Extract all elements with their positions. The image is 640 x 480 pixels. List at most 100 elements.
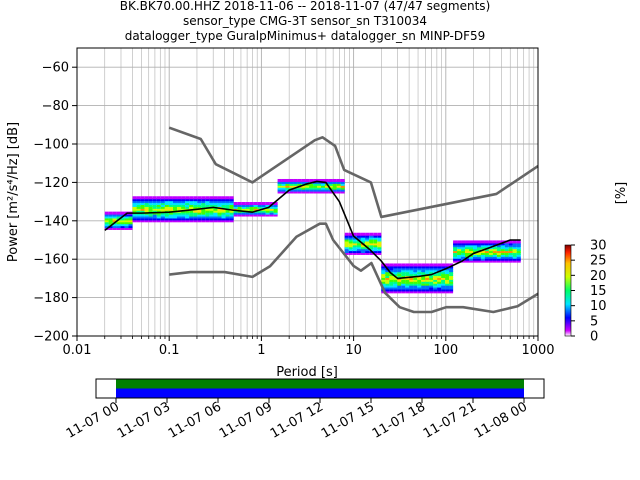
heatmap-cell	[193, 205, 198, 209]
heatmap-cell	[373, 250, 378, 254]
heatmap-cell	[417, 267, 422, 271]
heatmap-cell	[281, 182, 286, 186]
heatmap-cell	[492, 242, 497, 246]
heatmap-cell	[273, 202, 278, 206]
heatmap-cell	[301, 184, 306, 188]
heatmap-cell	[445, 288, 450, 292]
heatmap-cell	[160, 213, 165, 217]
heatmap-cell	[389, 274, 394, 278]
heatmap-cell	[168, 200, 173, 204]
heatmap-cell	[425, 290, 430, 294]
heatmap-cell	[336, 186, 341, 190]
heatmap-cell	[221, 209, 226, 213]
heatmap-cell	[116, 221, 121, 225]
heatmap-cell	[156, 207, 161, 211]
heatmap-cell	[344, 236, 349, 240]
heatmap-cell	[461, 246, 466, 250]
heatmap-cell	[449, 280, 454, 284]
heatmap-cell	[449, 276, 454, 280]
heatmap-cell	[336, 180, 341, 184]
heatmap-cell	[209, 202, 214, 206]
heatmap-cell	[324, 184, 329, 188]
heatmap-cell	[344, 240, 349, 244]
heatmap-cell	[209, 196, 214, 200]
psd-density-heatmap	[104, 178, 521, 294]
heatmap-cell	[445, 282, 450, 286]
heatmap-cell	[397, 288, 402, 292]
heatmap-cell	[132, 200, 137, 204]
heatmap-cell	[361, 248, 366, 252]
colorbar-tick-label: 5	[590, 314, 598, 329]
heatmap-cell	[229, 196, 234, 200]
heatmap-cell	[273, 209, 278, 213]
heatmap-cell	[397, 263, 402, 267]
heatmap-cell	[164, 202, 169, 206]
heatmap-cell	[144, 202, 149, 206]
heatmap-cell	[340, 182, 345, 186]
heatmap-cell	[201, 205, 206, 209]
heatmap-cell	[241, 205, 246, 209]
heatmap-cell	[132, 202, 137, 206]
heatmap-cell	[512, 246, 517, 250]
heatmap-cell	[237, 211, 242, 215]
heatmap-cell	[389, 276, 394, 280]
heatmap-cell	[516, 255, 521, 259]
heatmap-cell	[164, 196, 169, 200]
heatmap-cell	[233, 213, 238, 217]
heatmap-cell	[461, 240, 466, 244]
heatmap-cell	[185, 202, 190, 206]
heatmap-cell	[257, 205, 262, 209]
heatmap-cell	[332, 182, 337, 186]
heatmap-cell	[197, 213, 202, 217]
heatmap-cell	[437, 276, 442, 280]
heatmap-cell	[405, 290, 410, 294]
heatmap-cell	[484, 251, 489, 255]
heatmap-cell	[317, 184, 322, 188]
heatmap-cell	[417, 282, 422, 286]
heatmap-cell	[500, 253, 505, 257]
heatmap-cell	[492, 251, 497, 255]
heatmap-cell	[449, 269, 454, 273]
heatmap-cell	[225, 209, 230, 213]
heatmap-cell	[409, 284, 414, 288]
heatmap-cell	[381, 265, 386, 269]
heatmap-cell	[356, 248, 361, 252]
heatmap-cell	[132, 203, 137, 207]
heatmap-cell	[401, 271, 406, 275]
heatmap-cell	[277, 182, 282, 186]
heatmap-cell	[305, 186, 310, 190]
heatmap-cell	[401, 273, 406, 277]
heatmap-cell	[365, 240, 370, 244]
heatmap-cell	[365, 242, 370, 246]
heatmap-cell	[172, 202, 177, 206]
heatmap-cell	[488, 250, 493, 254]
heatmap-cell	[508, 255, 513, 259]
heatmap-cell	[389, 263, 394, 267]
heatmap-cell	[104, 211, 109, 215]
heatmap-cell	[164, 211, 169, 215]
heatmap-cell	[160, 196, 165, 200]
heatmap-cell	[441, 290, 446, 294]
heatmap-cell	[197, 200, 202, 204]
heatmap-cell	[189, 213, 194, 217]
heatmap-cell	[205, 209, 210, 213]
heatmap-cell	[152, 219, 157, 223]
heatmap-cell	[437, 280, 442, 284]
heatmap-cell	[445, 263, 450, 267]
heatmap-cell	[465, 240, 470, 244]
heatmap-cell	[168, 217, 173, 221]
heatmap-cell	[237, 213, 242, 217]
heatmap-cell	[116, 213, 121, 217]
heatmap-cell	[160, 200, 165, 204]
heatmap-cell	[297, 182, 302, 186]
heatmap-cell	[381, 274, 386, 278]
heatmap-cell	[160, 202, 165, 206]
heatmap-cell	[177, 196, 182, 200]
heatmap-cell	[476, 242, 481, 246]
heatmap-cell	[209, 217, 214, 221]
heatmap-cell	[172, 217, 177, 221]
heatmap-cell	[393, 280, 398, 284]
heatmap-cell	[164, 205, 169, 209]
heatmap-cell	[476, 253, 481, 257]
heatmap-cell	[361, 232, 366, 236]
